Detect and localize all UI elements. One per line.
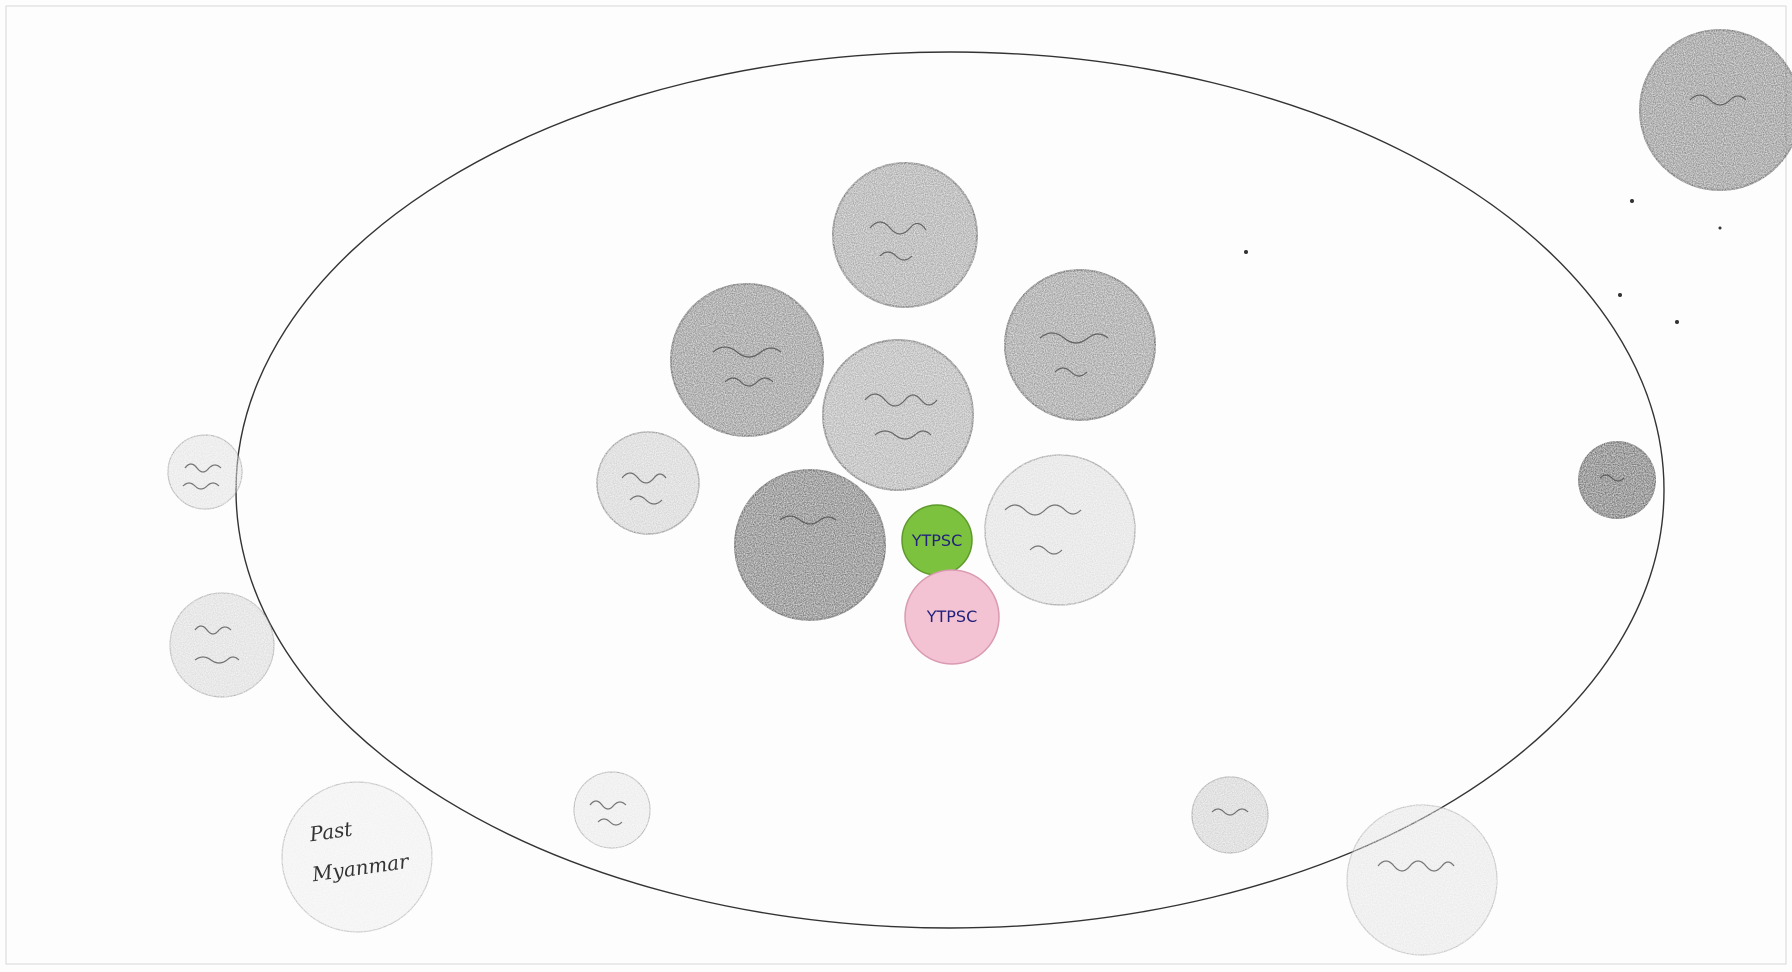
circle-bottom-left (281, 781, 433, 933)
scribbles (182, 94, 1747, 872)
circle-dark-lower (734, 469, 886, 621)
circle-bottom-right (1346, 804, 1498, 956)
circle-outside-left-2 (169, 592, 275, 698)
circle-top-right-corner (1639, 29, 1792, 191)
circle-top (832, 162, 978, 308)
circle-light-right (984, 454, 1136, 606)
circle-ytpsc-pink (904, 569, 1000, 665)
inner-circles (167, 29, 1792, 956)
pencil-dots (1244, 199, 1722, 324)
circle-upper-left (670, 283, 824, 437)
ytpsc-pink-label: YTPSC (926, 607, 978, 626)
circle-center (822, 339, 974, 491)
ytpsc-green-label: YTPSC (911, 531, 963, 550)
page-border (5, 5, 1787, 965)
circle-outside-right (1578, 441, 1656, 519)
circle-bottom-small (573, 771, 651, 849)
circle-upper-right (1004, 269, 1156, 421)
